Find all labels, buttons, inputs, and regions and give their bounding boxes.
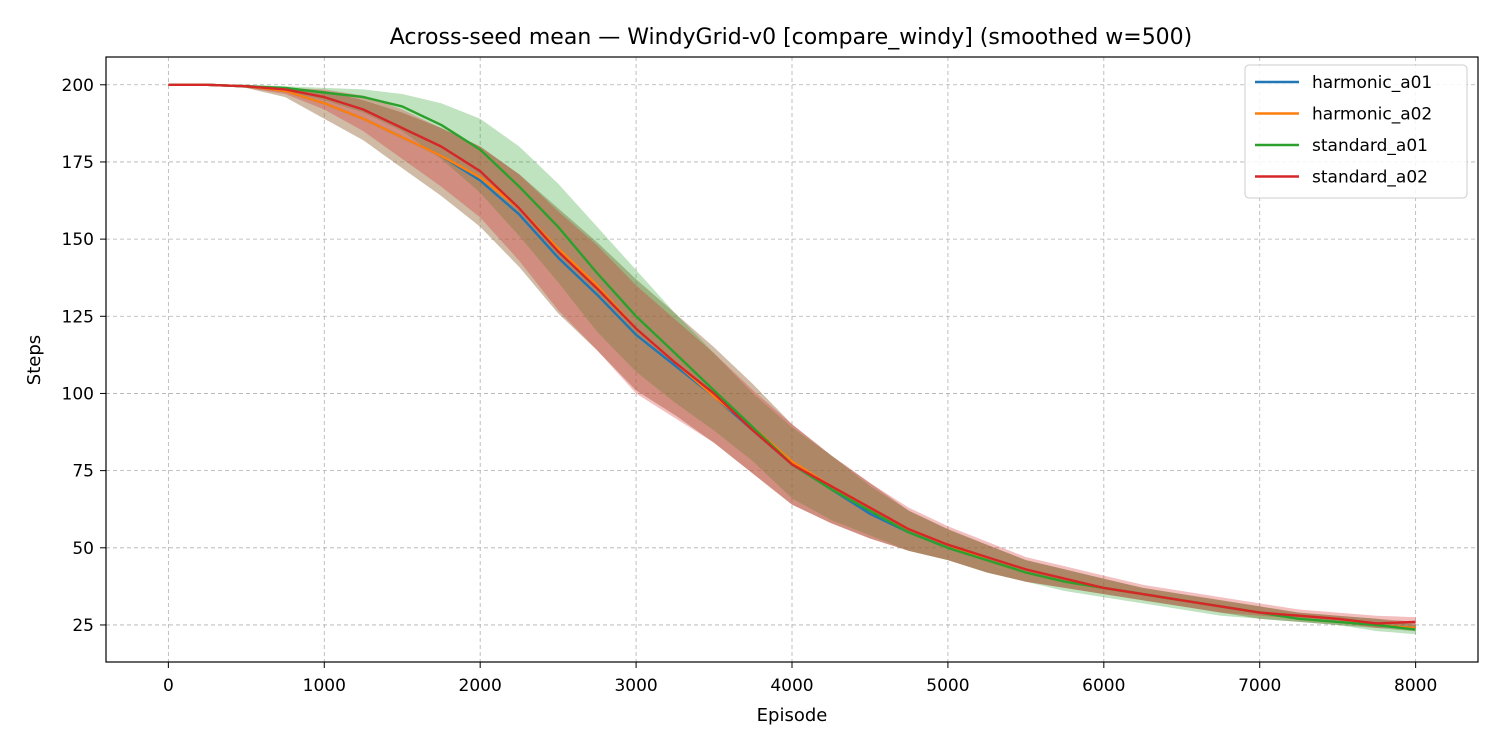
- y-tick-label: 100: [62, 384, 94, 404]
- band-standard_a02: [168, 84, 1416, 629]
- y-axis-ticks: 25 50 75 100 125 150 175 200: [62, 76, 106, 636]
- x-tick-label: 0: [163, 676, 174, 696]
- y-tick-label: 125: [62, 307, 94, 327]
- line-harmonic_a01: [168, 83, 1416, 630]
- chart-title: Across-seed mean — WindyGrid-v0 [compare…: [390, 25, 1193, 50]
- x-tick-label: 4000: [770, 676, 813, 696]
- x-axis-ticks: 0 1000 2000 3000 4000 5000 6000 7000 8000: [163, 662, 1437, 696]
- legend: harmonic_a01 harmonic_a02 standard_a01stan…: [1244, 64, 1468, 199]
- confidence-bands: [168, 84, 1416, 635]
- band-harmonic_a02: [168, 84, 1416, 632]
- x-tick-label: 6000: [1082, 676, 1125, 696]
- y-tick-label: 50: [72, 539, 94, 559]
- line-harmonic_a02: [168, 83, 1416, 630]
- x-tick-label: 5000: [926, 676, 969, 696]
- legend-box: [1244, 64, 1468, 199]
- legend-label-standard_a01: standard_a01: [1312, 136, 1428, 156]
- x-tick-label: 1000: [303, 676, 346, 696]
- y-tick-label: 75: [72, 462, 94, 482]
- legend-label-standard_a02: standard_a02: [1312, 168, 1428, 188]
- x-tick-label: 7000: [1238, 676, 1281, 696]
- series-lines: [168, 83, 1416, 631]
- x-tick-label: 3000: [614, 676, 657, 696]
- y-tick-label: 200: [62, 76, 94, 96]
- legend-label-harmonic_a01: harmonic_a01: [1312, 73, 1432, 93]
- line-standard_a02: [168, 83, 1416, 625]
- x-tick-label: 8000: [1394, 676, 1437, 696]
- x-axis-label: Episode: [757, 705, 828, 726]
- y-tick-label: 25: [72, 616, 94, 636]
- legend-label-harmonic_a02: harmonic_a02: [1312, 105, 1432, 125]
- y-axis-label: Steps: [24, 335, 45, 385]
- y-tick-label: 175: [62, 153, 94, 173]
- band-harmonic_a01: [168, 84, 1416, 632]
- x-tick-label: 2000: [459, 676, 502, 696]
- y-tick-label: 150: [62, 230, 94, 250]
